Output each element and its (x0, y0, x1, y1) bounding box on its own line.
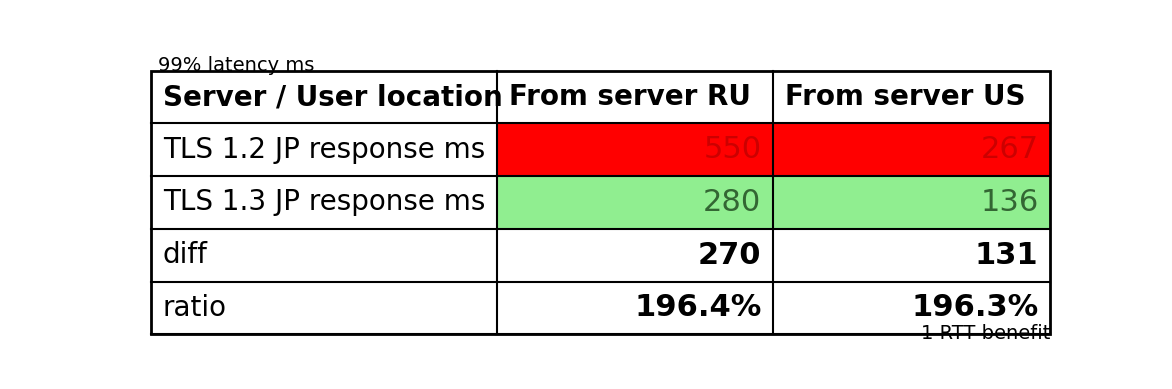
Text: 99% latency ms: 99% latency ms (158, 56, 315, 75)
Text: 196.3%: 196.3% (911, 293, 1038, 322)
Text: ratio: ratio (163, 294, 227, 322)
Text: diff: diff (163, 241, 207, 269)
Bar (774, 176, 1050, 229)
Text: From server RU: From server RU (509, 83, 751, 111)
Bar (151, 229, 497, 282)
Bar (497, 176, 774, 229)
Text: 131: 131 (975, 241, 1038, 270)
Bar (151, 176, 497, 229)
Bar (497, 229, 774, 282)
Bar (497, 71, 774, 123)
Text: 280: 280 (703, 188, 762, 217)
Bar (151, 123, 497, 176)
Bar (774, 71, 1050, 123)
Text: 270: 270 (699, 241, 762, 270)
Bar (151, 71, 497, 123)
Bar (497, 282, 774, 334)
Text: From server US: From server US (785, 83, 1026, 111)
Text: Server / User location: Server / User location (163, 83, 503, 111)
Bar (151, 282, 497, 334)
Text: 550: 550 (703, 135, 762, 164)
Bar (774, 282, 1050, 334)
Text: 136: 136 (980, 188, 1038, 217)
Text: 196.4%: 196.4% (634, 293, 762, 322)
Bar (774, 229, 1050, 282)
Text: 267: 267 (980, 135, 1038, 164)
Bar (497, 123, 774, 176)
Text: TLS 1.2 JP response ms: TLS 1.2 JP response ms (163, 136, 485, 164)
Text: TLS 1.3 JP response ms: TLS 1.3 JP response ms (163, 188, 485, 216)
Bar (151, 71, 1050, 334)
Bar (774, 123, 1050, 176)
Text: 1 RTT benefit: 1 RTT benefit (921, 324, 1050, 343)
